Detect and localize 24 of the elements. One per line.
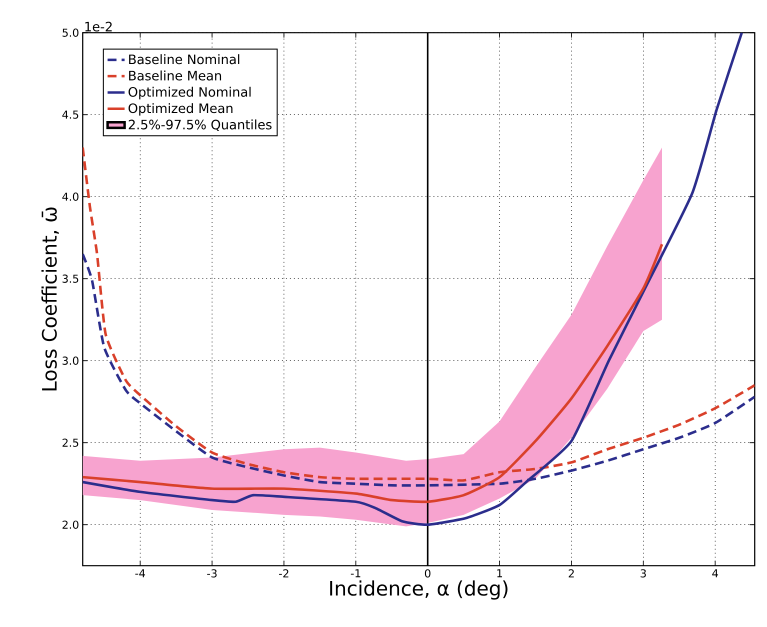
y-tick-label: 3.0 [62,356,78,365]
legend-label: Baseline Mean [129,70,222,81]
x-tick-label: 2 [568,569,574,578]
legend-label: Optimized Mean [128,103,232,116]
y-axis-title: Loss Coefficient, ω̄ [41,207,59,390]
legend-label: 2.5%-97.5% Quantiles [128,119,272,131]
y-tick-label: 2.5 [62,438,78,447]
text: 1e-2 [85,22,112,32]
x-tick-label: -1 [350,569,360,578]
y-tick-label: 2.0 [62,520,78,529]
y-tick-label: 3.5 [62,274,78,283]
x-tick-label: 3 [640,569,646,578]
x-tick-label: -3 [207,569,217,578]
x-tick-label: -2 [279,569,288,578]
y-tick-label: 4.5 [62,110,78,119]
legend-label: Baseline Nominal [129,54,240,64]
x-axis-title: Incidence, α (deg) [330,580,508,600]
legend-label: Optimized Nominal [128,86,251,100]
x-tick-label: 1 [497,569,502,578]
y-tick-label: 5.0 [62,28,78,37]
x-tick-label: -4 [135,569,146,578]
y-tick-label: 4.0 [62,192,78,201]
x-tick-label: 0 [424,569,430,578]
x-tick-label: 4 [712,569,718,578]
